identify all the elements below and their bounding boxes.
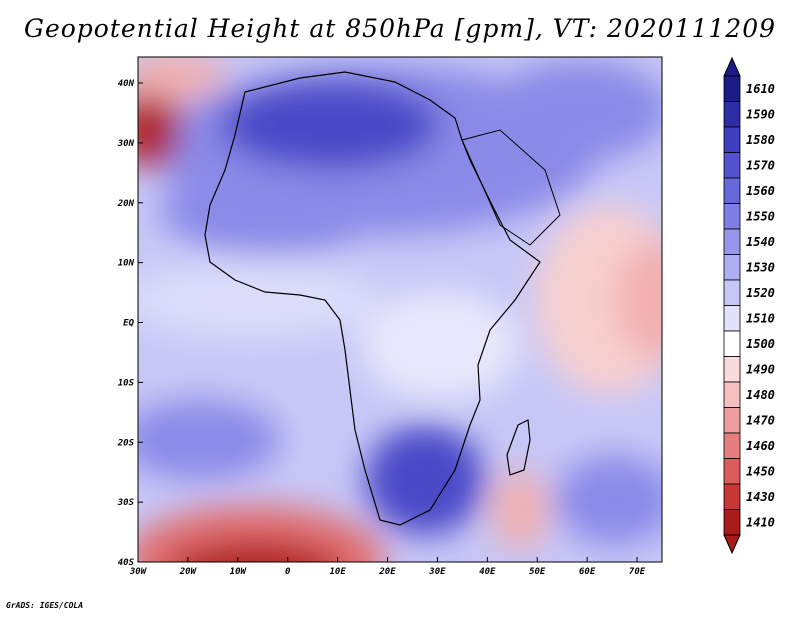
colorbar-label: 1480 — [746, 388, 775, 402]
x-tick-label: 30W — [129, 567, 148, 577]
x-tick-label: 70E — [629, 567, 646, 577]
field-blob — [615, 240, 662, 360]
colorbar-label: 1410 — [746, 515, 775, 529]
colorbar-swatch — [723, 279, 741, 306]
field-blob — [490, 60, 662, 160]
colorbar-label: 1430 — [746, 490, 775, 504]
colorbar-swatch — [723, 177, 741, 204]
colorbar-label: 1580 — [746, 133, 775, 147]
colorbar-swatch — [723, 126, 741, 153]
colorbar-swatch — [723, 75, 741, 102]
x-tick-label: 0 — [285, 567, 291, 577]
x-tick-label: 40E — [479, 567, 496, 577]
colorbar-label: 1450 — [746, 464, 775, 478]
y-tick-label: 20S — [117, 438, 135, 448]
colorbar-swatch — [723, 432, 741, 459]
field-blob — [138, 80, 180, 170]
colorbar-label: 1500 — [746, 337, 775, 351]
y-tick-label: 40N — [118, 79, 135, 89]
field-blob — [220, 80, 440, 170]
colorbar-swatch — [723, 483, 741, 510]
field-blob — [535, 205, 662, 395]
axis-ticks: 30W 20W 10W 0 10E 20E 30E 40E 50E 60E 70E 40N 30N 20N… — [117, 79, 646, 577]
chart-title: Geopotential Height at 850hPa [gpm], VT:… — [23, 14, 777, 43]
colorbar-label: 1520 — [746, 286, 775, 300]
height-field — [138, 57, 662, 562]
colorbar-label: 1610 — [746, 82, 775, 96]
colorbar-swatch — [723, 305, 741, 332]
field-blob — [160, 165, 380, 255]
colorbar-swatch — [723, 330, 741, 357]
colorbar-top-arrow — [723, 56, 741, 77]
field-blob — [365, 425, 485, 535]
colorbar-swatch — [723, 101, 741, 128]
field-blob — [171, 540, 339, 562]
colorbar-label: 1510 — [746, 311, 775, 325]
colorbar-swatch — [723, 152, 741, 179]
y-tick-label: 20N — [117, 199, 135, 209]
x-tick-label: 20W — [179, 567, 198, 577]
madagascar-coastline — [506, 419, 531, 476]
x-tick-label: 10W — [230, 567, 248, 577]
colorbar-label: 1570 — [746, 158, 775, 172]
x-tick-label: 60E — [579, 567, 596, 577]
grads-credit: GrADS: IGES/COLA — [6, 601, 84, 610]
x-tick-label: 50E — [529, 567, 546, 577]
colorbar-label: 1530 — [746, 260, 775, 274]
colorbar-label: 1460 — [746, 439, 775, 453]
field-blob — [555, 455, 662, 545]
africa-coastline — [204, 71, 541, 526]
colorbar-swatch — [723, 407, 741, 434]
field-blob — [138, 260, 380, 340]
colorbar-bottom-arrow — [723, 534, 741, 555]
x-tick-label: 20E — [378, 567, 396, 577]
field-blob — [360, 290, 520, 400]
colorbar-label: 1550 — [746, 209, 775, 223]
y-tick-label: EQ — [123, 319, 134, 329]
map-frame — [137, 56, 663, 563]
field-blob — [138, 57, 225, 100]
colorbar-label: 1490 — [746, 362, 775, 376]
colorbar-label: 1590 — [746, 107, 775, 121]
y-tick-label: 10N — [118, 259, 135, 269]
colorbar-swatch — [723, 228, 741, 255]
colorbar-label: 1540 — [746, 235, 775, 249]
x-tick-label: 30E — [428, 567, 446, 577]
y-tick-label: 30S — [117, 498, 135, 508]
colorbar-label: 1560 — [746, 184, 775, 198]
colorbar-label: 1470 — [746, 413, 775, 427]
field-blob — [492, 470, 548, 550]
colorbar-swatch — [723, 254, 741, 281]
colorbar-swatch — [723, 509, 741, 536]
y-tick-label: 10S — [118, 378, 135, 388]
y-tick-label: 40S — [118, 558, 135, 568]
colorbar-swatch — [723, 203, 741, 230]
field-blob — [138, 400, 280, 480]
y-tick-label: 30N — [117, 139, 135, 149]
colorbar-swatch — [723, 356, 741, 383]
arabia-coastline — [461, 129, 561, 246]
colorbar-swatch — [723, 458, 741, 485]
x-tick-label: 10E — [329, 567, 346, 577]
colorbar-swatch — [723, 381, 741, 408]
